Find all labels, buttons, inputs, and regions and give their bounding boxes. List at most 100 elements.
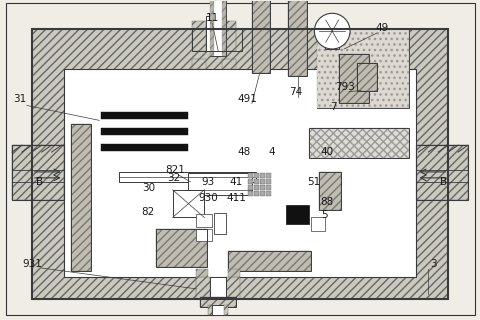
Bar: [338, 54, 368, 103]
Bar: [253, 185, 258, 190]
Bar: [252, 0, 269, 73]
Bar: [259, 191, 264, 196]
Bar: [317, 29, 408, 108]
Bar: [208, 305, 212, 315]
Bar: [247, 191, 252, 196]
Text: 88: 88: [320, 196, 333, 207]
Bar: [192, 21, 206, 51]
Circle shape: [314, 13, 349, 49]
Text: 411: 411: [226, 193, 245, 203]
Bar: [247, 185, 252, 190]
Bar: [196, 269, 208, 277]
Bar: [210, 0, 214, 56]
Bar: [156, 229, 207, 267]
Bar: [319, 172, 340, 210]
Bar: [214, 212, 226, 234]
Bar: [172, 190, 204, 218]
Bar: [210, 277, 226, 299]
Bar: [32, 29, 447, 299]
Text: 32: 32: [167, 173, 180, 183]
Bar: [63, 69, 416, 277]
Bar: [324, 27, 338, 49]
Bar: [210, 0, 226, 56]
Bar: [259, 179, 264, 184]
Bar: [200, 297, 236, 307]
Bar: [309, 128, 408, 158]
Bar: [222, 21, 236, 51]
Bar: [253, 173, 258, 178]
Bar: [319, 172, 340, 210]
Bar: [101, 144, 188, 151]
Bar: [192, 29, 241, 51]
Bar: [265, 173, 270, 178]
Text: 793: 793: [335, 82, 354, 92]
Bar: [222, 0, 226, 56]
Text: 4: 4: [268, 147, 275, 157]
Text: 31: 31: [13, 93, 26, 104]
Bar: [317, 29, 408, 108]
Bar: [253, 179, 258, 184]
Bar: [228, 251, 311, 271]
Bar: [101, 112, 188, 119]
Bar: [265, 191, 270, 196]
Text: 30: 30: [142, 183, 155, 193]
Bar: [12, 145, 63, 200]
Bar: [200, 297, 236, 307]
Bar: [206, 16, 222, 51]
Text: 82: 82: [141, 206, 154, 217]
Bar: [32, 29, 447, 299]
Bar: [119, 172, 255, 182]
Bar: [416, 145, 467, 200]
Text: 821: 821: [165, 165, 185, 175]
Bar: [72, 124, 91, 271]
Bar: [259, 185, 264, 190]
Text: 931: 931: [22, 259, 42, 269]
Text: 40: 40: [320, 147, 333, 157]
Bar: [212, 305, 224, 315]
Bar: [311, 218, 324, 231]
Bar: [356, 63, 376, 91]
Bar: [228, 269, 240, 277]
Text: 3: 3: [429, 259, 436, 269]
Bar: [285, 204, 309, 224]
Bar: [72, 124, 91, 271]
Bar: [416, 145, 467, 200]
Bar: [228, 251, 311, 271]
Bar: [247, 173, 252, 178]
Text: 93: 93: [201, 177, 215, 187]
Text: B: B: [439, 177, 446, 187]
Bar: [156, 229, 207, 267]
Text: 49: 49: [374, 23, 387, 33]
Bar: [253, 191, 258, 196]
Bar: [265, 179, 270, 184]
Bar: [224, 305, 228, 315]
Text: 11: 11: [205, 13, 218, 23]
Bar: [196, 277, 210, 299]
Bar: [192, 59, 206, 69]
Bar: [309, 128, 408, 158]
Text: 491: 491: [237, 93, 256, 104]
Bar: [196, 213, 212, 228]
Bar: [265, 185, 270, 190]
Bar: [287, 0, 307, 76]
Bar: [12, 145, 63, 200]
Bar: [188, 173, 252, 195]
Bar: [101, 128, 188, 135]
Text: 7: 7: [329, 102, 336, 112]
Bar: [196, 229, 212, 241]
Text: B: B: [36, 177, 43, 187]
Text: 5: 5: [320, 210, 327, 220]
Bar: [226, 277, 240, 299]
Text: 41: 41: [229, 177, 242, 187]
Text: 51: 51: [306, 177, 319, 187]
Bar: [247, 179, 252, 184]
Text: 74: 74: [288, 87, 301, 97]
Bar: [222, 59, 236, 69]
Bar: [252, 0, 269, 73]
Text: 930: 930: [198, 193, 218, 203]
Bar: [338, 54, 368, 103]
Bar: [287, 0, 307, 76]
Text: 48: 48: [237, 147, 250, 157]
Bar: [259, 173, 264, 178]
Bar: [356, 63, 376, 91]
